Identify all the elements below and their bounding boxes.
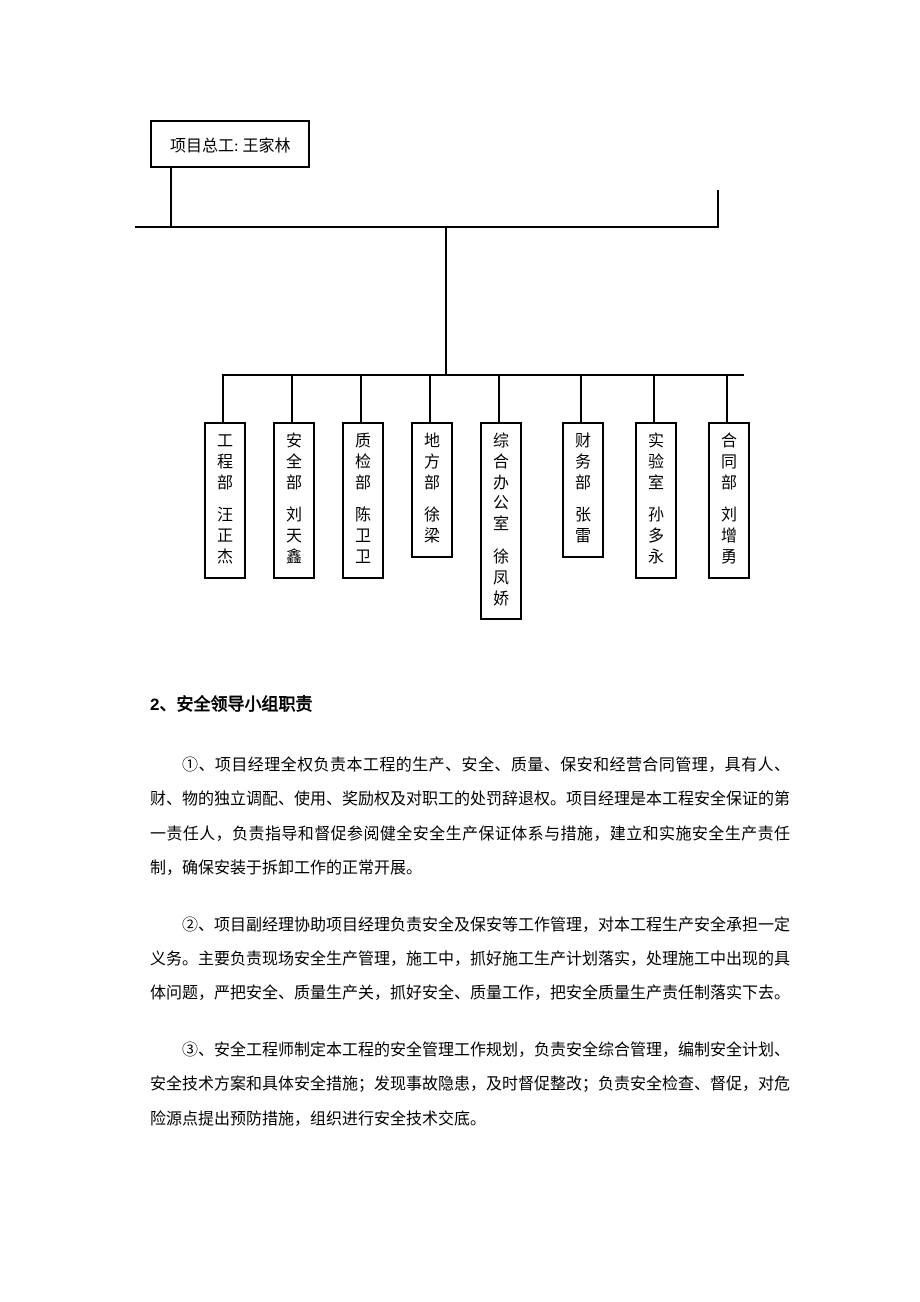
top-node-label: 项目总工: 王家林 — [170, 138, 290, 155]
dept-node: 财务部张雷 — [562, 422, 604, 558]
dept-name: 合同部 — [710, 432, 748, 494]
spacer — [637, 494, 675, 506]
connector-line — [580, 374, 582, 422]
connector-line — [291, 374, 293, 422]
spacer — [482, 536, 520, 548]
dept-person: 徐梁 — [413, 506, 451, 548]
dept-node: 综合办公室徐凤娇 — [480, 422, 522, 620]
section-heading: 2、安全领导小组职责 — [150, 690, 790, 715]
dept-node: 合同部刘增勇 — [708, 422, 750, 579]
connector-line — [653, 374, 655, 422]
dept-person: 孙多永 — [637, 506, 675, 568]
body-paragraph: ①、项目经理全权负责本工程的生产、安全、质量、保安和经营合同管理，具有人、财、物… — [150, 749, 790, 887]
body-paragraph: ③、安全工程师制定本工程的安全管理工作规划，负责安全综合管理，编制安全计划、安全… — [150, 1034, 790, 1137]
connector-line — [360, 374, 362, 422]
connector-line — [429, 374, 431, 422]
dept-person: 刘天鑫 — [275, 506, 313, 568]
dept-name: 工程部 — [206, 432, 244, 494]
dept-person: 陈卫卫 — [344, 506, 382, 568]
org-chart: 项目总工: 王家林 工程部汪正杰安全部刘天鑫质检部陈卫卫地方部徐梁综合办公室徐凤… — [150, 120, 790, 630]
connector-line — [170, 166, 172, 226]
connector-line — [222, 374, 744, 376]
dept-node: 安全部刘天鑫 — [273, 422, 315, 579]
dept-person: 刘增勇 — [710, 506, 748, 568]
dept-name: 财务部 — [564, 432, 602, 494]
dept-node: 地方部徐梁 — [411, 422, 453, 558]
dept-name: 安全部 — [275, 432, 313, 494]
top-node: 项目总工: 王家林 — [150, 120, 310, 168]
connector-line — [445, 226, 447, 374]
dept-node: 质检部陈卫卫 — [342, 422, 384, 579]
dept-name: 地方部 — [413, 432, 451, 494]
dept-person: 张雷 — [564, 506, 602, 548]
connector-line — [726, 374, 728, 422]
dept-name: 综合办公室 — [482, 432, 520, 536]
spacer — [275, 494, 313, 506]
dept-name: 质检部 — [344, 432, 382, 494]
spacer — [564, 494, 602, 506]
dept-person: 汪正杰 — [206, 506, 244, 568]
document-page: 项目总工: 王家林 工程部汪正杰安全部刘天鑫质检部陈卫卫地方部徐梁综合办公室徐凤… — [0, 0, 920, 1219]
spacer — [710, 494, 748, 506]
body-paragraph: ②、项目副经理协助项目经理负责安全及保安等工作管理，对本工程生产安全承担一定义务… — [150, 909, 790, 1012]
body-text: ①、项目经理全权负责本工程的生产、安全、质量、保安和经营合同管理，具有人、财、物… — [150, 749, 790, 1137]
dept-person: 徐凤娇 — [482, 548, 520, 610]
connector-line — [135, 226, 719, 228]
spacer — [413, 494, 451, 506]
connector-line — [498, 374, 500, 422]
dept-node: 工程部汪正杰 — [204, 422, 246, 579]
dept-name: 实验室 — [637, 432, 675, 494]
connector-line — [717, 190, 719, 228]
connector-line — [222, 374, 224, 422]
spacer — [206, 494, 244, 506]
dept-node: 实验室孙多永 — [635, 422, 677, 579]
spacer — [344, 494, 382, 506]
